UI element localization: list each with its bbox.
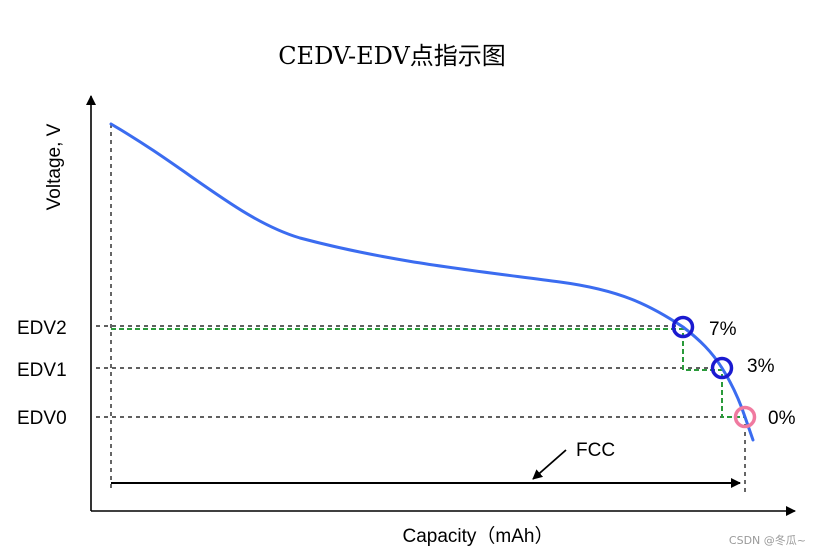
edv0-percent: 0% <box>768 408 796 429</box>
y-axis-label: Voltage, V <box>44 123 65 210</box>
dashed-guides <box>96 124 746 494</box>
edv1-percent: 3% <box>747 356 775 377</box>
edv2-marker <box>671 315 695 339</box>
x-axis-label: Capacity（mAh） <box>403 525 554 547</box>
fcc-label: FCC <box>576 440 615 461</box>
edv0-marker <box>733 405 757 429</box>
edv2-label: EDV2 <box>17 318 67 339</box>
fcc-pointer-arrow <box>532 449 567 480</box>
voltage-curve <box>109 122 755 442</box>
edv2-percent: 7% <box>709 319 737 340</box>
watermark: CSDN @冬瓜~ <box>729 533 806 547</box>
green-staircase <box>111 328 745 418</box>
edv1-marker <box>710 356 734 380</box>
edv1-label: EDV1 <box>17 360 67 381</box>
diagram-title: CEDV-EDV点指示图 <box>278 42 506 70</box>
edv0-label: EDV0 <box>17 408 67 429</box>
